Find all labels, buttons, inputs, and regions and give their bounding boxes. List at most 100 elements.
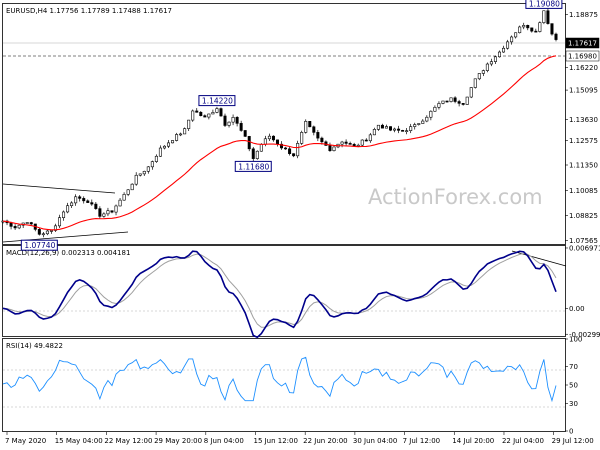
candle-body [328, 145, 332, 152]
time-tick-label: 7 May 2020 [5, 437, 46, 445]
candle-body [546, 10, 550, 24]
price-annotations: 1.19080 1.14220 1.11680 1.07740 [20, 0, 563, 251]
candle-body [389, 126, 393, 131]
price-tick-label: 1.11350 [569, 162, 598, 170]
candle-body [360, 139, 364, 146]
candle-body [146, 166, 150, 172]
candle-body [162, 145, 166, 149]
macd-tick-label: 0.00 [569, 305, 585, 313]
price-panel-frame [2, 3, 566, 245]
candle-body [493, 56, 497, 62]
macd-header: MACD(12,26,9) 0.002313 0.004181 [6, 249, 130, 257]
candle-body [53, 225, 57, 231]
rsi-axis: 100 70 50 30 0 [565, 336, 582, 436]
candle-body [110, 210, 114, 213]
candle-body [437, 103, 441, 108]
candle-body [239, 123, 243, 131]
candle-body [502, 47, 506, 53]
price-annotation-label: 1.19080 [529, 0, 560, 8]
candle-body [300, 132, 304, 144]
candle-body [142, 170, 146, 175]
candle-body [134, 174, 138, 185]
candle-body [518, 26, 522, 34]
candle-body [417, 123, 421, 125]
candle-body [526, 25, 530, 29]
time-axis: 7 May 2020 15 May 04:00 22 May 12:00 29 May… [5, 432, 594, 445]
candle-body [62, 211, 66, 218]
candle-body [457, 101, 461, 104]
price-annotation-box [20, 239, 58, 251]
current-price-label-box [565, 37, 600, 49]
candle-body [401, 130, 405, 132]
candle-body [126, 189, 130, 195]
price-header: EURUSD,H4 1.17756 1.17789 1.17488 1.1761… [6, 7, 172, 15]
candle-body [183, 128, 187, 135]
candle-body [296, 143, 300, 157]
candle-body [187, 119, 191, 129]
candle-body [514, 32, 518, 38]
rsi-tick-label: 70 [569, 363, 578, 371]
candle-body [356, 144, 360, 147]
candle-body [94, 203, 98, 209]
candle-body [171, 140, 175, 144]
time-tick-label: 29 May 20:00 [154, 437, 202, 445]
rsi-layer [2, 356, 557, 403]
candle-body [130, 183, 134, 191]
price-tick-label: 1.12575 [569, 137, 598, 145]
candle-body [9, 222, 13, 227]
candle-body [538, 22, 542, 32]
time-tick-label: 15 Jun 12:00 [253, 437, 297, 445]
candle-body [522, 25, 526, 28]
time-tick-label: 29 Jul 12:00 [552, 437, 594, 445]
macd-divergence-trendline [511, 250, 567, 267]
time-tick-label: 22 Jun 20:00 [303, 437, 347, 445]
candle-body [25, 222, 29, 224]
candle-body [372, 129, 376, 136]
candle-body [271, 135, 275, 141]
price-tick-label: 1.16220 [569, 64, 598, 72]
candle-body [49, 230, 53, 232]
candle-body [550, 23, 554, 35]
candle-body [74, 196, 78, 204]
candle-body [441, 100, 445, 104]
candle-body [219, 108, 223, 117]
candle-body [90, 202, 94, 205]
macd-axis: 0.006971 0.00 -0.002998 [565, 244, 600, 339]
candle-body [37, 229, 41, 235]
candle-body [211, 112, 215, 115]
candle-body [288, 148, 292, 154]
price-tick-label: 1.18875 [569, 11, 598, 19]
macd-panel-frame [2, 245, 566, 337]
price-tick-label: 1.10085 [569, 187, 598, 195]
candle-body [195, 110, 199, 113]
candle-body [449, 97, 453, 102]
candle-body [477, 73, 481, 80]
candle-body [485, 63, 489, 71]
candle-body [376, 124, 380, 130]
watermark-text: ActionForex.com [368, 185, 543, 209]
candle-body [102, 213, 106, 217]
macd-tick-label: 0.006971 [569, 244, 600, 252]
candle-body [316, 132, 320, 139]
candle-body [17, 224, 21, 229]
time-tick-label: 15 May 04:00 [55, 437, 103, 445]
candle-body [497, 51, 501, 58]
candle-body [179, 133, 183, 136]
candle-body [469, 87, 473, 98]
candle-body [223, 115, 227, 126]
time-tick-label: 22 Jul 04:00 [502, 437, 544, 445]
candle-body [344, 141, 348, 144]
candle-body [429, 110, 433, 118]
candle-body [489, 61, 493, 65]
candle-body [465, 96, 469, 105]
candle-body [453, 97, 457, 102]
rsi-tick-label: 100 [569, 336, 582, 344]
candle-body [506, 41, 510, 49]
candle-body [421, 120, 425, 124]
candle-body [166, 142, 170, 147]
price-annotation-box [198, 95, 236, 107]
candle-body [284, 147, 288, 150]
moving-average-line [2, 55, 557, 231]
